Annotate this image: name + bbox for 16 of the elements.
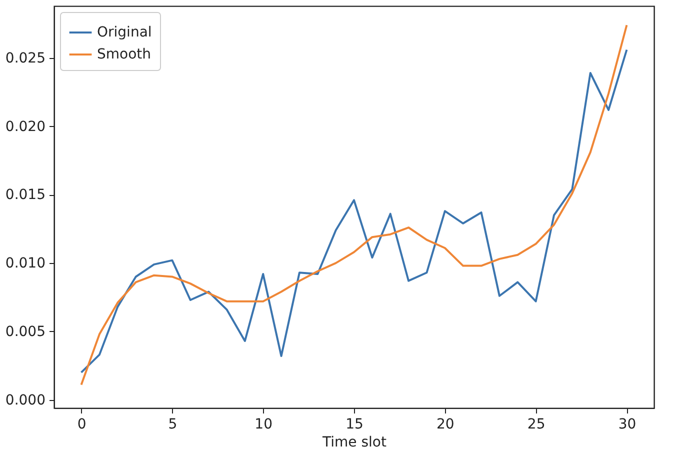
x-tick-label: 25	[527, 416, 546, 432]
x-tick-label: 30	[618, 416, 636, 432]
legend-label: Original	[97, 24, 152, 40]
x-tick-label: 15	[346, 416, 364, 432]
y-tick-label: 0.025	[5, 50, 46, 66]
x-tick-label: 0	[77, 416, 86, 432]
y-tick-label: 0.015	[5, 187, 46, 204]
legend-label: Smooth	[97, 46, 152, 62]
x-tick-label: 5	[168, 416, 178, 432]
x-tick-label: 20	[436, 416, 454, 432]
x-tick-label: 10	[254, 416, 273, 432]
y-tick-label: 0.000	[5, 392, 46, 408]
y-tick-label: 0.005	[5, 324, 46, 340]
y-tick-label: 0.020	[5, 118, 46, 135]
y-tick-label: 0.010	[5, 256, 46, 272]
x-axis-title: Time slot	[322, 434, 387, 450]
